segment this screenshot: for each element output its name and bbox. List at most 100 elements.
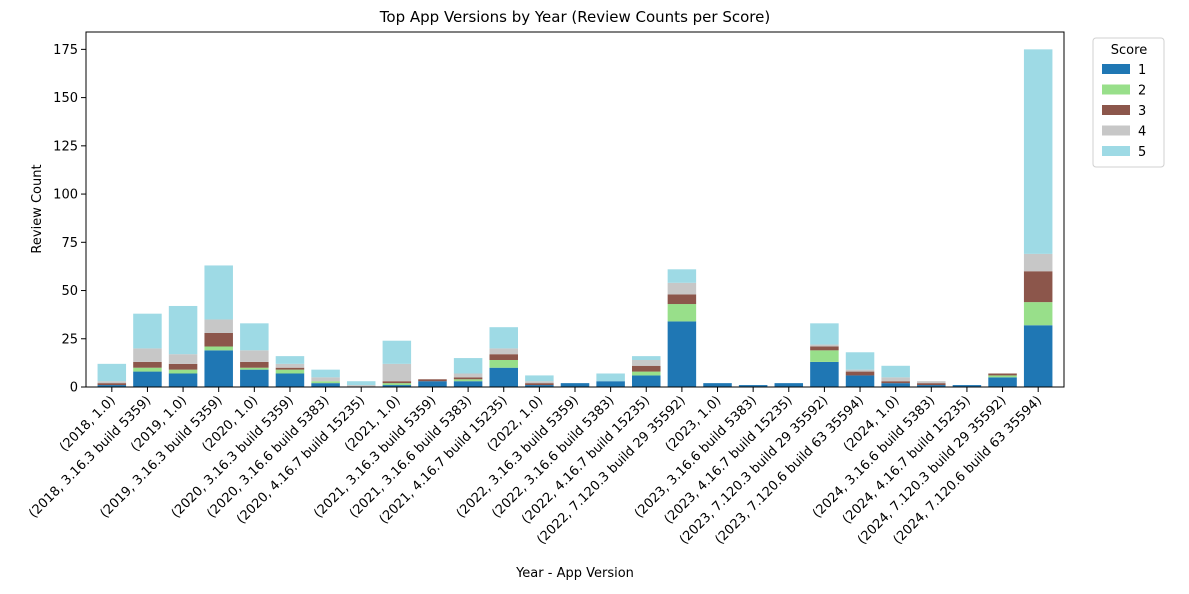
bar-segment-score-5 [240, 323, 269, 351]
legend-swatch-score-3 [1102, 105, 1130, 115]
bar-segment-score-5 [346, 381, 376, 386]
bar-segment-score-5 [1023, 49, 1053, 254]
bar-segment-score-5 [133, 313, 162, 349]
bar-segment-score-4 [525, 381, 554, 384]
bar-segment-score-3 [489, 354, 518, 360]
bar-segment-score-5 [632, 356, 661, 360]
bar-segment-score-4 [453, 373, 483, 378]
bar-segment-score-3 [133, 361, 162, 368]
x-axis: (2018, 1.0)(2018, 3.16.3 build 5359)(201… [26, 387, 1045, 548]
legend-label-score-1: 1 [1138, 63, 1146, 78]
legend-label-score-3: 3 [1138, 104, 1146, 119]
bar-segment-score-2 [453, 379, 483, 382]
bar-segment-score-2 [810, 350, 839, 362]
bar-segment-score-4 [275, 363, 305, 368]
bar-segment-score-1 [382, 385, 412, 387]
bar-segment-score-3 [418, 379, 447, 382]
bar-segment-score-2 [240, 367, 269, 370]
bar-segment-score-1 [738, 385, 768, 387]
bar-segment-score-3 [810, 346, 839, 351]
bar-segment-score-1 [881, 383, 910, 387]
bar-segment-score-1 [133, 371, 162, 387]
bar-segment-score-4 [346, 385, 376, 387]
bar-segment-score-4 [489, 348, 518, 355]
bar-segment-score-1 [810, 361, 839, 387]
bar-segment-score-5 [382, 340, 412, 364]
bar-segment-score-1 [1023, 325, 1053, 387]
bar-segment-score-4 [1023, 253, 1053, 272]
bar-segment-score-3 [97, 383, 127, 386]
bar-segment-score-1 [596, 381, 625, 387]
bar-segment-score-1 [917, 385, 946, 387]
legend-swatch-score-4 [1102, 125, 1130, 136]
bar-segment-score-5 [168, 305, 198, 355]
bar-segment-score-1 [204, 350, 233, 387]
bar-segment-score-5 [881, 365, 910, 378]
bar-segment-score-3 [275, 367, 305, 370]
legend-swatch-score-2 [1102, 84, 1130, 95]
y-tick-label: 75 [61, 236, 78, 251]
bar-segment-score-5 [667, 269, 697, 283]
bar-segment-score-1 [703, 383, 732, 387]
bar-segment-score-5 [810, 323, 839, 345]
bar-segment-score-5 [97, 363, 127, 382]
bar-segment-score-5 [204, 265, 233, 320]
bar-segment-score-1 [952, 385, 982, 387]
bar-segment-score-4 [917, 381, 946, 384]
bar-segment-score-4 [204, 319, 233, 333]
bar-segment-score-3 [632, 365, 661, 372]
bar-segment-score-1 [453, 381, 483, 387]
bar-segment-score-2 [632, 371, 661, 376]
bar-segment-score-4 [133, 348, 162, 362]
bar-segment-score-4 [97, 381, 127, 384]
legend-swatch-score-1 [1102, 64, 1130, 74]
bar-segment-score-1 [168, 373, 198, 387]
legend-label-score-2: 2 [1138, 84, 1146, 99]
y-tick-label: 125 [53, 139, 78, 154]
bar-segment-score-5 [453, 358, 483, 374]
bar-segment-score-1 [489, 367, 518, 387]
y-tick-label: 100 [53, 188, 78, 203]
bar-segment-score-1 [560, 383, 590, 387]
bar-segment-score-3 [988, 373, 1017, 376]
bar-segment-score-4 [382, 363, 412, 382]
bar-segment-score-1 [275, 373, 305, 387]
bar-segment-score-4 [667, 282, 697, 295]
bar-segment-score-1 [525, 385, 554, 387]
bar-segment-score-3 [525, 383, 554, 386]
y-tick-label: 175 [53, 43, 78, 58]
legend-label-score-5: 5 [1138, 145, 1146, 160]
bar-segment-score-5 [489, 327, 518, 349]
bar-segment-score-3 [917, 383, 946, 386]
bar-segment-score-1 [774, 383, 804, 387]
bar-segment-score-1 [311, 383, 340, 387]
x-axis-label: Year - App Version [515, 566, 634, 581]
bar-segment-score-1 [240, 369, 269, 387]
bar-segment-score-1 [845, 375, 875, 387]
bar-segment-score-5 [525, 375, 554, 382]
bar-segment-score-2 [988, 375, 1017, 378]
bar-segment-score-4 [881, 377, 910, 382]
bar-segment-score-3 [382, 381, 412, 384]
y-tick-label: 150 [53, 91, 78, 106]
bar-segment-score-2 [275, 369, 305, 374]
bar-segment-score-3 [240, 361, 269, 368]
bar-segment-score-3 [453, 377, 483, 380]
y-tick-label: 25 [61, 332, 78, 347]
chart-title: Top App Versions by Year (Review Counts … [379, 8, 770, 26]
bar-segment-score-5 [275, 356, 305, 364]
bar-segment-score-5 [596, 373, 625, 382]
plot-frame [85, 31, 1065, 388]
bar-segment-score-2 [133, 367, 162, 372]
bar-segment-score-3 [845, 371, 875, 376]
bar-segment-score-1 [418, 381, 447, 387]
legend-title: Score [1111, 43, 1147, 58]
bar-segment-score-2 [382, 383, 412, 386]
bar-segment-score-1 [988, 377, 1017, 387]
y-axis: 0 25 50 75 100 125 150 175 [53, 43, 86, 396]
bar-segment-score-2 [489, 359, 518, 368]
bar-segment-score-4 [311, 377, 340, 382]
bar-segment-score-2 [168, 369, 198, 374]
bar-segment-score-4 [810, 344, 839, 347]
